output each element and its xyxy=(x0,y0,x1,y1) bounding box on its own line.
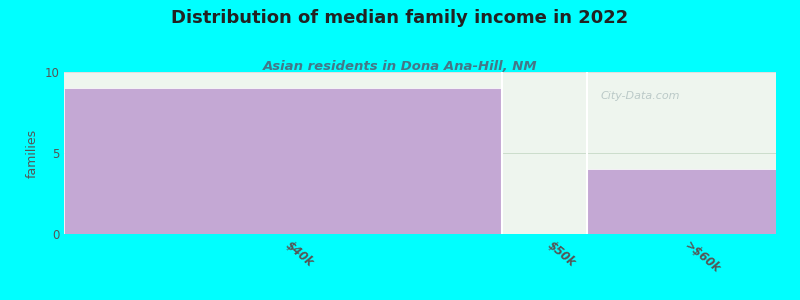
FancyBboxPatch shape xyxy=(587,169,776,234)
Y-axis label: families: families xyxy=(26,128,38,178)
Text: Asian residents in Dona Ana-Hill, NM: Asian residents in Dona Ana-Hill, NM xyxy=(262,60,538,73)
Text: Distribution of median family income in 2022: Distribution of median family income in … xyxy=(171,9,629,27)
FancyBboxPatch shape xyxy=(64,88,502,234)
Text: City-Data.com: City-Data.com xyxy=(601,91,681,101)
